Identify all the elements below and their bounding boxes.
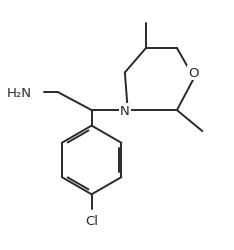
Text: Cl: Cl (85, 214, 98, 227)
Text: N: N (120, 104, 130, 117)
Text: H₂N: H₂N (7, 86, 32, 100)
Text: O: O (188, 67, 199, 80)
